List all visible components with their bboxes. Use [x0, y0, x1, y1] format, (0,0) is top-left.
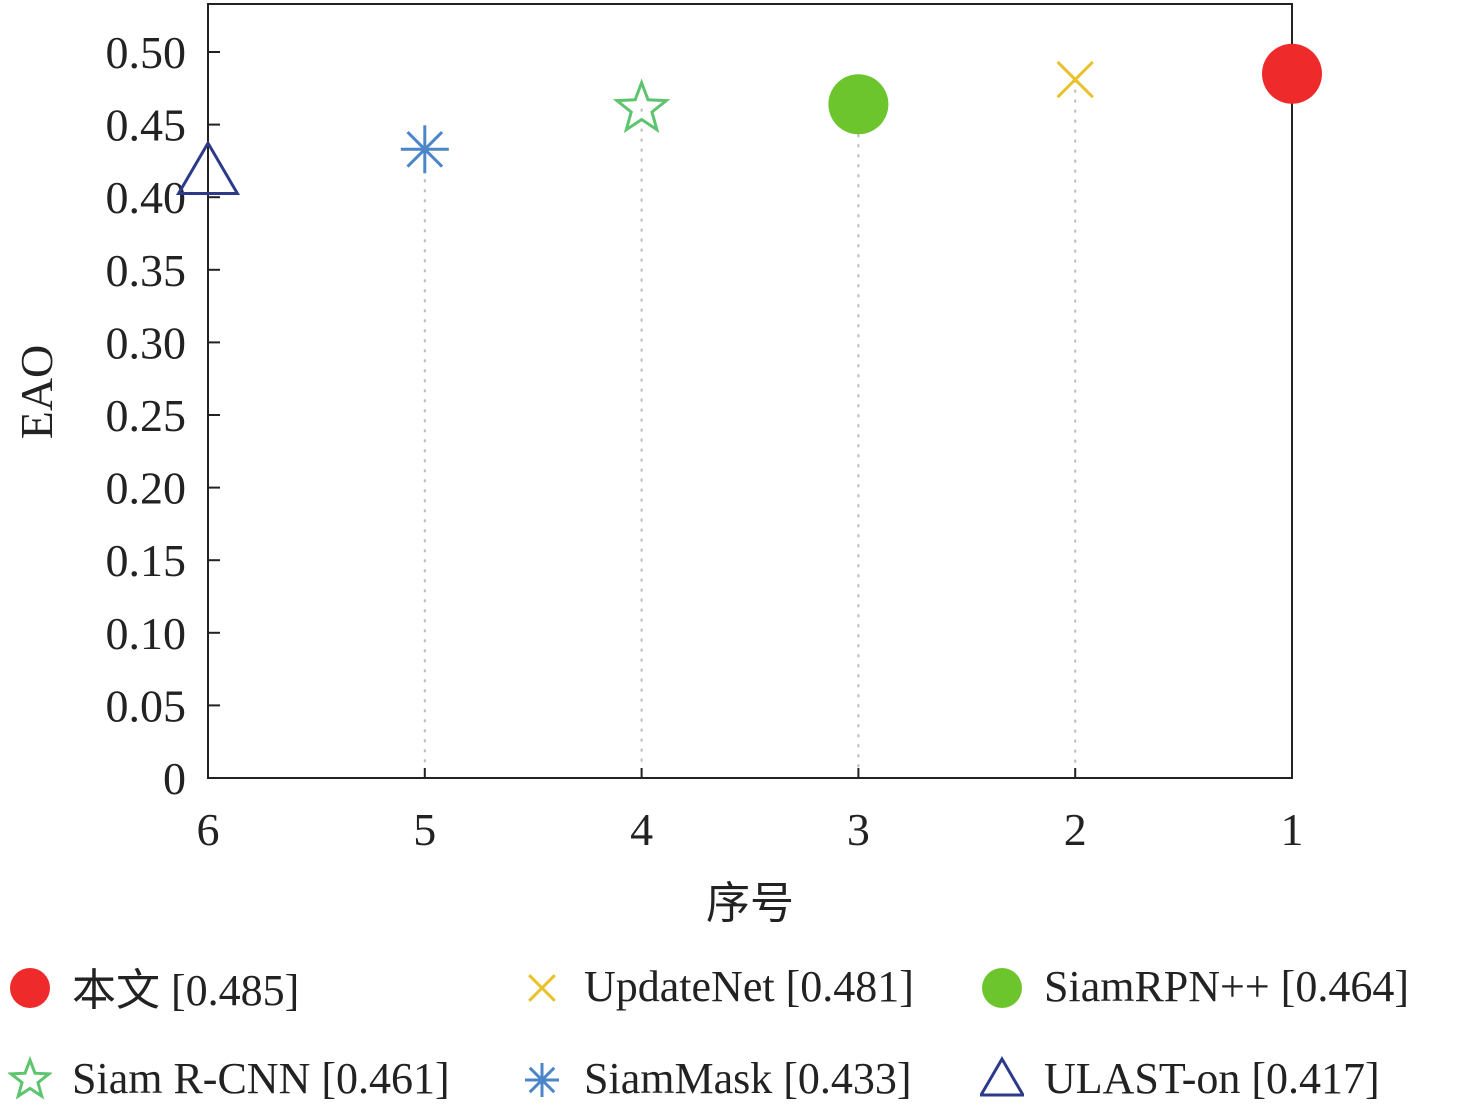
- legend-label: SiamRPN++ [0.464]: [1044, 961, 1409, 1011]
- y-tick-label: 0.40: [106, 172, 187, 223]
- legend-item: Siam R-CNN [0.461]: [8, 1048, 450, 1108]
- legend: 本文 [0.485] UpdateNet [0.481] SiamRPN++ […: [0, 950, 1476, 1111]
- filled-circle-icon: [10, 968, 50, 1008]
- data-point-triangle: [175, 140, 241, 196]
- legend-label: Siam R-CNN [0.461]: [72, 1053, 450, 1103]
- legend-item: SiamRPN++ [0.464]: [980, 956, 1409, 1016]
- data-point-filled-circle: [1262, 43, 1322, 104]
- x-axis-label: 序号: [706, 878, 794, 929]
- y-tick-label: 0.15: [106, 535, 187, 586]
- x-tick-label: 5: [413, 804, 436, 855]
- data-point-star: [612, 78, 671, 134]
- x-tick-label: 2: [1064, 804, 1087, 855]
- x-axis: 6 5 4 3 2 1: [197, 768, 1304, 855]
- x-tick-label: 1: [1281, 804, 1304, 855]
- y-tick-label: 0.50: [106, 27, 187, 78]
- y-axis-label: EAO: [11, 345, 62, 440]
- legend-item: ULAST-on [0.417]: [980, 1048, 1380, 1108]
- data-point-filled-circle: [828, 74, 889, 135]
- data-points: [175, 43, 1322, 196]
- data-point-asterisk: [400, 125, 449, 174]
- x-tick-label: 3: [847, 804, 870, 855]
- legend-item: 本文 [0.485]: [8, 956, 299, 1016]
- star-icon: [8, 1056, 52, 1100]
- triangle-icon: [980, 1056, 1024, 1097]
- x-tick-label: 4: [630, 804, 653, 855]
- y-tick-label: 0.30: [106, 317, 187, 368]
- y-tick-label: 0.20: [106, 463, 187, 514]
- y-tick-label: 0.45: [106, 100, 187, 151]
- legend-label: UpdateNet [0.481]: [584, 961, 914, 1011]
- eao-chart: 0 0.05 0.10 0.15 0.20 0.25 0.30 0.35 0.40 0.45 0.5…: [11, 3, 1322, 929]
- x-icon: [528, 974, 556, 1002]
- x-tick-label: 6: [197, 804, 220, 855]
- legend-label: SiamMask [0.433]: [584, 1053, 912, 1103]
- y-tick-label: 0.25: [106, 390, 187, 441]
- legend-item: SiamMask [0.433]: [520, 1048, 912, 1108]
- legend-label: 本文 [0.485]: [72, 966, 300, 1015]
- drop-lines: [423, 79, 1077, 778]
- y-tick-label: 0: [163, 753, 186, 804]
- filled-circle-icon: [982, 968, 1022, 1008]
- y-tick-label: 0.10: [106, 608, 187, 659]
- data-point-x: [1056, 60, 1094, 99]
- y-tick-label: 0.35: [106, 245, 187, 296]
- legend-item: UpdateNet [0.481]: [520, 956, 914, 1016]
- asterisk-icon: [525, 1063, 559, 1097]
- legend-label: ULAST-on [0.417]: [1044, 1053, 1380, 1103]
- y-axis: 0 0.05 0.10 0.15 0.20 0.25 0.30 0.35 0.40 0.45 0.5…: [106, 27, 220, 804]
- y-tick-label: 0.05: [106, 680, 187, 731]
- plot-frame: [207, 3, 1293, 779]
